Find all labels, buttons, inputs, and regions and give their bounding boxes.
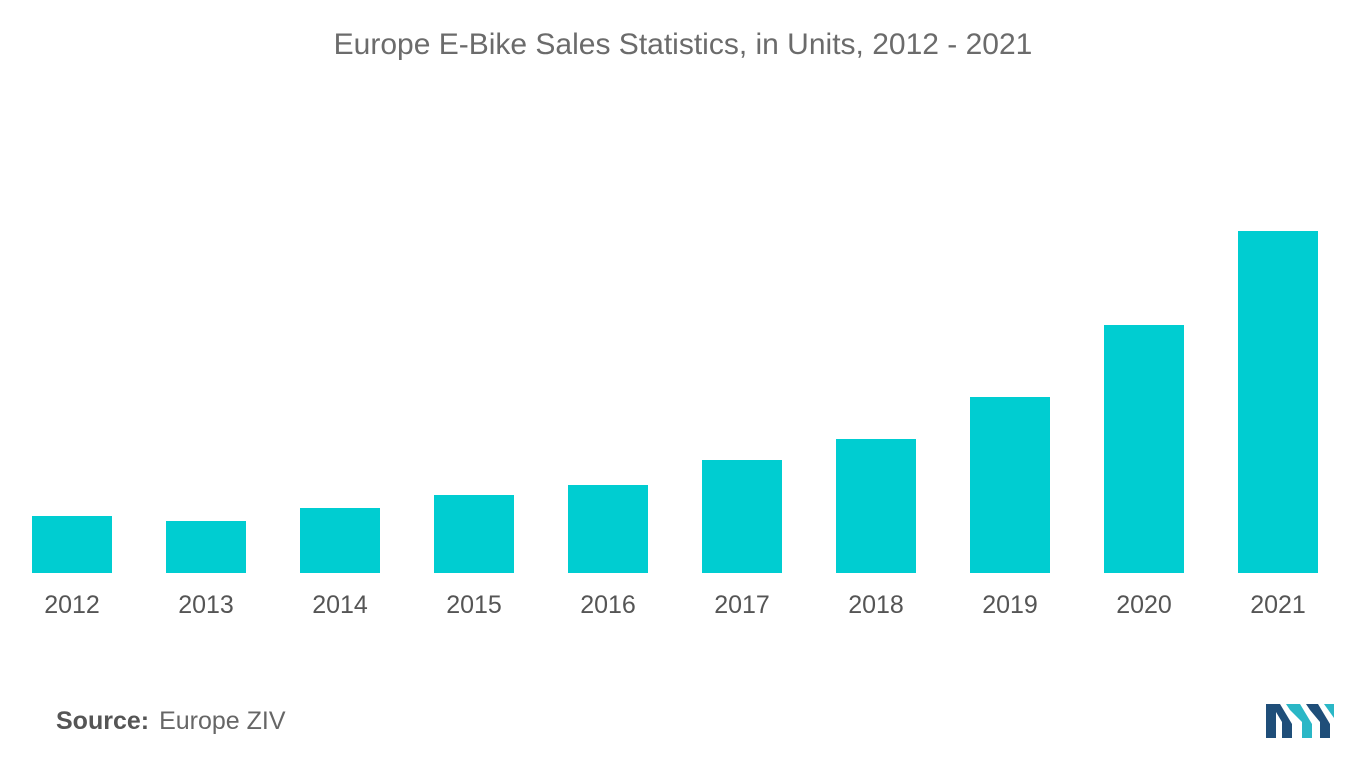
x-tick-label-2021: 2021: [1250, 591, 1306, 619]
bar-2016: [568, 485, 648, 573]
bar-2020: [1104, 325, 1184, 573]
x-tick-labels: 2012 2013 2014 2015 2016 2017 2018 2019 2020 2021: [44, 591, 1306, 619]
x-tick-label-2017: 2017: [714, 591, 770, 619]
bar-2021: [1238, 231, 1318, 573]
bars-group: [32, 231, 1318, 573]
bar-2017: [702, 460, 782, 573]
x-tick-label-2019: 2019: [982, 591, 1038, 619]
bar-2014: [300, 508, 380, 573]
x-tick-label-2014: 2014: [312, 591, 368, 619]
x-tick-label-2018: 2018: [848, 591, 904, 619]
source-note: Source: Europe ZIV: [56, 707, 286, 736]
source-label: Source:: [56, 707, 150, 735]
source-value: Europe ZIV: [159, 707, 286, 735]
x-tick-label-2013: 2013: [178, 591, 234, 619]
bar-2018: [836, 439, 916, 573]
bar-2012: [32, 516, 112, 573]
chart-title: Europe E-Bike Sales Statistics, in Units…: [333, 28, 1033, 61]
bar-2015: [434, 495, 514, 573]
x-tick-label-2015: 2015: [446, 591, 502, 619]
mordor-intelligence-logo-icon: [1266, 704, 1334, 738]
x-tick-label-2012: 2012: [44, 591, 100, 619]
x-tick-label-2020: 2020: [1116, 591, 1172, 619]
bar-2019: [970, 397, 1050, 573]
bar-2013: [166, 521, 246, 573]
x-tick-label-2016: 2016: [580, 591, 636, 619]
